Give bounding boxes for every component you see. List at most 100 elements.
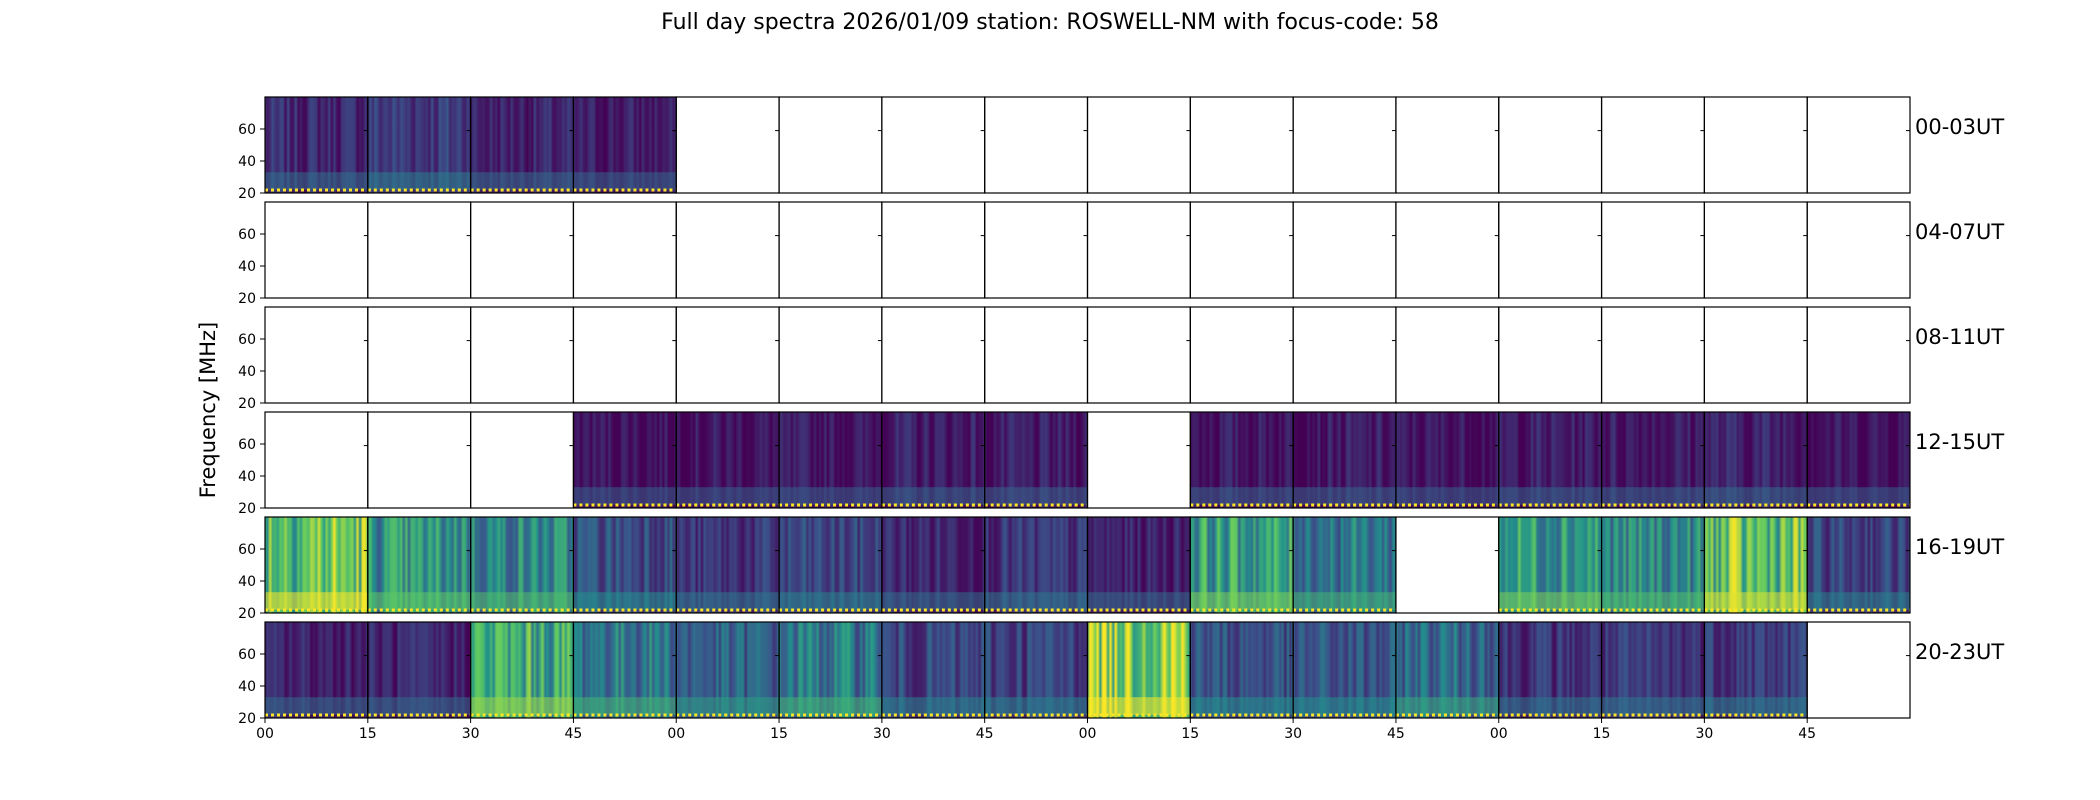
low-band [779,487,882,505]
panel-frame [1703,306,1808,404]
y-tick-label: 20 [238,606,256,622]
panel-frame [1189,96,1294,194]
low-band [1704,487,1808,505]
panel-frame [1703,201,1808,299]
x-tick-label: 45 [976,726,994,742]
x-tick-label: 45 [565,726,583,742]
panel-frame [264,306,369,404]
panel-frame [1395,96,1500,194]
low-band [984,697,1088,715]
y-tick-label: 60 [238,437,256,453]
low-band [1190,697,1294,715]
panel-frame [470,201,575,299]
low-band [1704,592,1808,610]
low-band [881,487,985,505]
panel-frame [1600,201,1705,299]
panel-frame [675,96,780,194]
panel-frame [1189,306,1294,404]
y-tick-label: 60 [238,332,256,348]
panel-frame [675,306,780,404]
panel-frame [367,306,472,404]
x-tick-label: 15 [359,726,377,742]
low-band [1293,592,1396,610]
low-band [1395,697,1499,715]
panel-frame [984,96,1089,194]
low-band [676,487,780,505]
low-band [1087,697,1191,715]
low-band [1395,487,1499,505]
low-band [779,592,882,610]
panel-frame [778,306,883,404]
low-band [779,697,882,715]
x-tick-label: 15 [1181,726,1199,742]
panel-frame [778,96,883,194]
panel-frame [1806,306,1911,404]
panel-frame [778,201,883,299]
y-tick-label: 60 [238,542,256,558]
low-band [984,487,1088,505]
low-band [1498,697,1602,715]
panel-frame [1806,201,1911,299]
x-tick-label: 00 [1079,726,1097,742]
low-band [265,697,368,715]
y-tick-label: 60 [238,227,256,243]
panel-frame [1498,306,1603,404]
low-band [881,697,985,715]
low-band [1601,592,1705,610]
panel-frame [1292,201,1397,299]
panel-frame [1806,411,1911,509]
panel-frame [675,201,780,299]
x-tick-label: 30 [1284,726,1302,742]
y-tick-label: 40 [238,154,256,170]
y-tick-label: 40 [238,259,256,275]
row-label: 12-15UT [1915,430,2005,454]
y-tick-label: 60 [238,122,256,138]
panel-frame [1086,411,1191,509]
panel-frame [984,201,1089,299]
panel-frame [1292,96,1397,194]
panel-frame [881,306,986,404]
x-tick-label: 00 [256,726,274,742]
low-band [881,592,985,610]
row-label: 20-23UT [1915,640,2005,664]
low-band [676,592,780,610]
panel-frame [1189,201,1294,299]
low-band [367,172,471,190]
row-label: 00-03UT [1915,115,2005,139]
panel-frame [1498,96,1603,194]
low-band [265,172,368,190]
panel-frame [1395,201,1500,299]
low-band [1190,592,1294,610]
x-tick-label: 30 [873,726,891,742]
low-band [1498,487,1602,505]
panel-frame [367,201,472,299]
low-band [1601,487,1705,505]
low-band [1087,592,1191,610]
x-tick-label: 00 [667,726,685,742]
y-tick-label: 40 [238,364,256,380]
row-label: 04-07UT [1915,220,2005,244]
x-tick-label: 30 [462,726,480,742]
low-band [1704,697,1808,715]
panel-frame [1086,306,1191,404]
panel-frame [470,306,575,404]
panel-frame [1395,306,1500,404]
low-band [367,592,471,610]
panel-frame [1600,306,1705,404]
x-tick-label: 00 [1490,726,1508,742]
y-tick-label: 20 [238,501,256,517]
low-band [573,592,677,610]
y-tick-label: 40 [238,469,256,485]
panel-frame [1806,621,1911,719]
low-band [1293,697,1396,715]
y-tick-label: 40 [238,574,256,590]
row-label: 08-11UT [1915,325,2005,349]
low-band [1807,592,1910,610]
low-band [676,697,780,715]
x-tick-label: 15 [1593,726,1611,742]
y-tick-label: 20 [238,396,256,412]
low-band [367,697,471,715]
panel-frame [1395,516,1500,614]
panel-frame [881,201,986,299]
